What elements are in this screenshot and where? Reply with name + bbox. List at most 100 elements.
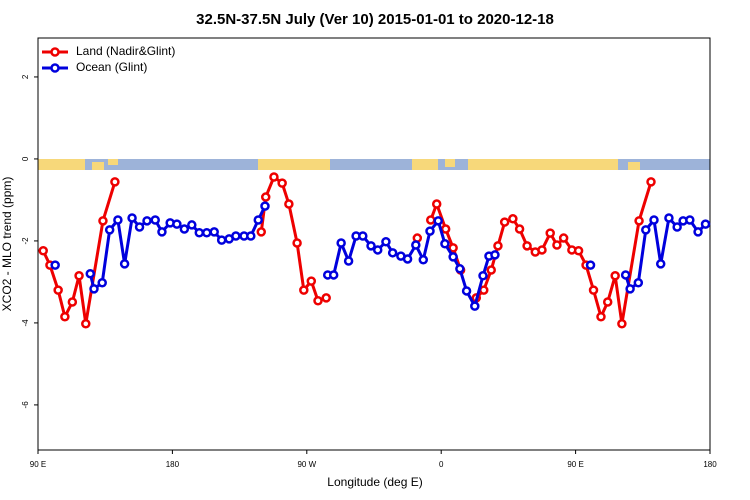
point	[104, 225, 115, 235]
point	[455, 264, 465, 274]
point	[585, 260, 596, 270]
point	[292, 238, 302, 248]
point	[425, 226, 435, 236]
point	[558, 233, 569, 243]
point	[440, 224, 451, 234]
point	[514, 224, 525, 234]
point	[470, 301, 480, 311]
point	[97, 277, 107, 288]
point	[418, 255, 429, 265]
point	[50, 260, 60, 270]
x-tick-label: 0	[439, 460, 444, 469]
point	[277, 178, 287, 188]
point	[113, 215, 123, 225]
point	[85, 268, 96, 279]
x-tick-label: 90 E	[567, 460, 583, 469]
point	[425, 215, 436, 225]
point	[127, 213, 137, 223]
point	[641, 225, 651, 235]
point	[486, 265, 496, 275]
point	[478, 271, 488, 281]
point	[625, 284, 635, 294]
point	[522, 241, 532, 251]
point	[372, 245, 383, 255]
point	[634, 216, 644, 226]
point	[358, 231, 368, 241]
point	[98, 216, 108, 226]
point	[216, 235, 227, 245]
point	[343, 256, 354, 266]
point	[328, 270, 339, 280]
point	[209, 227, 219, 237]
point	[187, 220, 197, 230]
y-axis-label: XCO2 - MLO trend (ppm)	[0, 177, 14, 312]
point	[490, 250, 500, 260]
point	[402, 254, 413, 264]
point	[588, 285, 599, 295]
land-ocean-strip	[38, 159, 710, 170]
y-tick-label: -2	[21, 237, 30, 245]
x-tick-label: 90 W	[297, 460, 316, 469]
point	[545, 228, 555, 238]
legend: Land (Nadir&Glint) Ocean (Glint)	[42, 44, 175, 74]
point	[157, 227, 167, 237]
point	[448, 243, 458, 253]
point	[602, 297, 613, 307]
point	[573, 246, 584, 256]
plot-frame	[37, 37, 711, 451]
point	[150, 215, 160, 225]
legend-marker	[50, 63, 60, 73]
point	[53, 285, 63, 295]
point	[387, 248, 398, 258]
point	[134, 222, 145, 232]
series-line	[41, 175, 653, 326]
point	[269, 172, 279, 182]
point	[67, 297, 78, 307]
point	[60, 312, 70, 322]
point	[655, 259, 666, 269]
point	[110, 177, 120, 187]
y-tick-label: -4	[21, 319, 30, 327]
chart-title: 32.5N-37.5N July (Ver 10) 2015-01-01 to …	[196, 11, 554, 28]
point	[246, 231, 256, 241]
point	[253, 215, 264, 225]
point	[431, 199, 442, 209]
point	[119, 259, 130, 269]
point	[231, 231, 241, 241]
point	[433, 216, 443, 226]
point	[493, 241, 503, 251]
point	[617, 318, 627, 329]
point	[284, 199, 294, 209]
point	[256, 227, 267, 237]
point	[306, 276, 317, 286]
point	[201, 227, 212, 238]
point	[381, 236, 391, 247]
point	[89, 284, 99, 294]
x-tick-label: 180	[703, 460, 717, 469]
point	[411, 240, 421, 250]
point	[336, 238, 346, 248]
point	[448, 252, 458, 262]
point	[461, 286, 472, 296]
x-tick-label: 90 E	[30, 460, 46, 469]
point	[620, 270, 631, 280]
point	[179, 224, 190, 234]
legend-marker	[50, 47, 60, 57]
point	[537, 245, 547, 255]
legend-label: Land (Nadir&Glint)	[76, 44, 175, 58]
point	[633, 277, 644, 288]
point	[693, 227, 703, 237]
point	[366, 241, 376, 251]
point	[499, 217, 510, 227]
point	[172, 219, 182, 229]
point	[664, 213, 674, 223]
y-tick-label: 0	[21, 156, 30, 161]
point	[646, 177, 656, 187]
point	[260, 201, 270, 211]
point	[321, 293, 331, 303]
point	[672, 222, 682, 232]
point	[685, 215, 695, 225]
y-tick-label: 2	[21, 74, 30, 79]
point	[299, 285, 309, 295]
point	[81, 318, 91, 329]
